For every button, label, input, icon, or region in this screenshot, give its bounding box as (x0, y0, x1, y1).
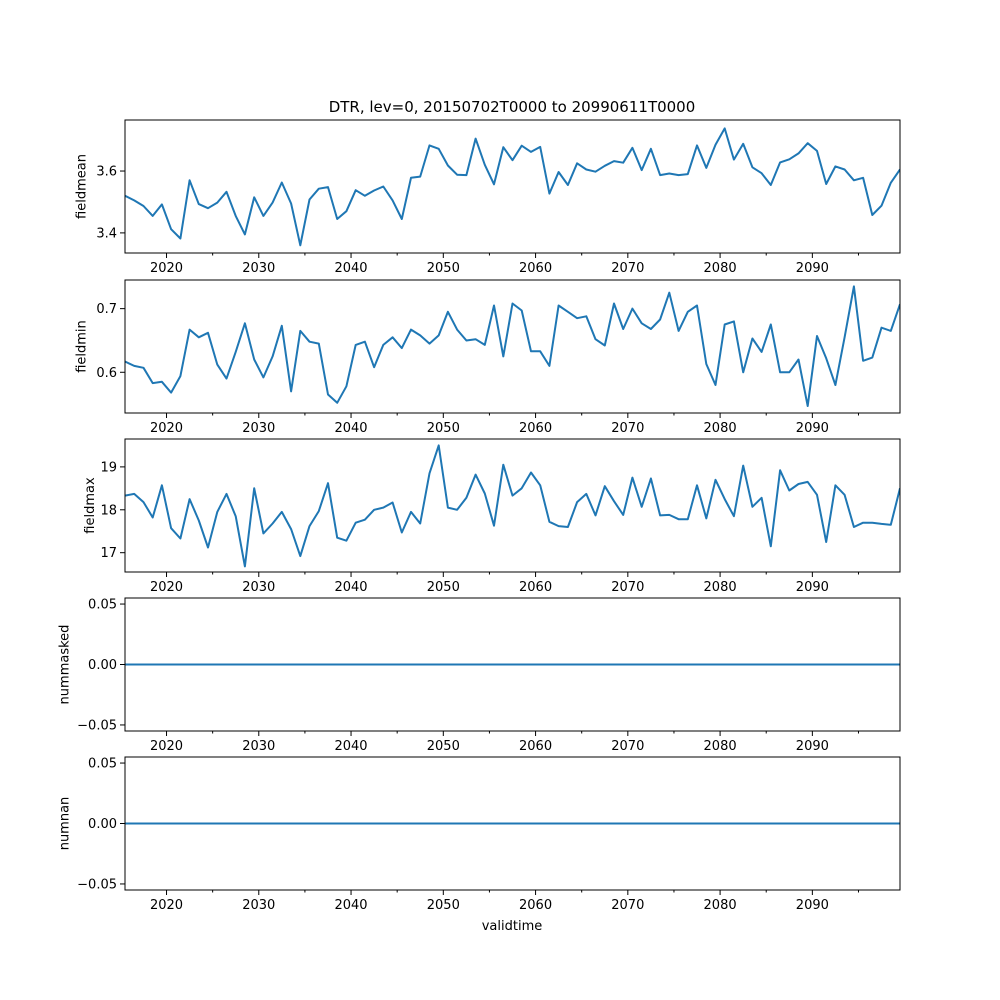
x-axis-label: validtime (482, 919, 543, 934)
x-tick-label: 2080 (704, 261, 737, 276)
x-tick-label: 2040 (334, 898, 367, 913)
x-tick-label: 2080 (704, 898, 737, 913)
x-tick-label: 2030 (242, 739, 275, 754)
x-tick-label: 2070 (611, 898, 644, 913)
x-tick-label: 2090 (796, 261, 829, 276)
x-tick-label: 2070 (611, 261, 644, 276)
x-tick-label: 2070 (611, 739, 644, 754)
y-axis-label: fieldmin (75, 320, 90, 373)
x-tick-label: 2050 (427, 739, 460, 754)
x-tick-label: 2090 (796, 580, 829, 595)
y-axis-label: numnan (58, 797, 73, 851)
x-tick-label: 2060 (519, 261, 552, 276)
x-tick-label: 2050 (427, 898, 460, 913)
x-tick-label: 2060 (519, 898, 552, 913)
x-tick-label: 2080 (704, 421, 737, 436)
y-tick-label: 0.00 (88, 817, 117, 832)
y-axis-label: fieldmean (75, 154, 90, 219)
series-line-fieldmean (125, 127, 900, 247)
x-tick-label: 2050 (427, 580, 460, 595)
y-tick-label: 3.6 (96, 165, 117, 180)
y-tick-label: −0.05 (77, 718, 117, 733)
y-tick-label: 17 (100, 546, 117, 561)
x-tick-label: 2020 (150, 580, 183, 595)
y-tick-label: −0.05 (77, 877, 117, 892)
x-tick-label: 2030 (242, 580, 275, 595)
figure-title: DTR, lev=0, 20150702T0000 to 20990611T00… (329, 98, 696, 116)
x-tick-label: 2040 (334, 261, 367, 276)
y-tick-label: 0.6 (96, 366, 117, 381)
x-tick-label: 2020 (150, 739, 183, 754)
y-tick-label: 3.4 (96, 226, 117, 241)
x-tick-label: 2040 (334, 580, 367, 595)
x-tick-label: 2070 (611, 421, 644, 436)
y-axis-label: fieldmax (83, 477, 98, 534)
y-tick-label: 0.05 (88, 757, 117, 772)
x-tick-label: 2080 (704, 739, 737, 754)
x-tick-label: 2020 (150, 261, 183, 276)
subplots: 2020 2030 2040 2050 2060 2070 2080 2090 3.4 3.6 fi… (58, 119, 901, 913)
y-tick-label: 0.7 (96, 302, 117, 317)
y-axis-label: nummasked (58, 625, 73, 705)
series-line-fieldmin (125, 285, 900, 407)
x-tick-label: 2040 (334, 421, 367, 436)
x-tick-label: 2060 (519, 580, 552, 595)
x-tick-label: 2060 (519, 421, 552, 436)
x-tick-label: 2040 (334, 739, 367, 754)
series-line-fieldmax (125, 444, 900, 568)
subplot-fieldmin: 2020 2030 2040 2050 2060 2070 2080 2090 0.6 0.7 fi… (75, 279, 901, 436)
y-tick-label: 0.05 (88, 598, 117, 613)
x-tick-label: 2090 (796, 421, 829, 436)
y-tick-label: 19 (100, 460, 117, 475)
x-tick-label: 2060 (519, 739, 552, 754)
subplot-numnan: 2020 2030 2040 2050 2060 2070 2080 2090 −0.05 0.0… (58, 756, 901, 913)
x-tick-label: 2020 (150, 421, 183, 436)
y-tick-label: 0.00 (88, 658, 117, 673)
x-tick-label: 2090 (796, 739, 829, 754)
x-tick-label: 2050 (427, 261, 460, 276)
axes-frame-fieldmin (124, 279, 901, 414)
subplot-fieldmean: 2020 2030 2040 2050 2060 2070 2080 2090 3.4 3.6 fi… (75, 119, 901, 276)
subplot-nummasked: 2020 2030 2040 2050 2060 2070 2080 2090 −0.05 0.0… (58, 597, 901, 754)
x-tick-label: 2070 (611, 580, 644, 595)
x-tick-label: 2030 (242, 421, 275, 436)
x-tick-label: 2030 (242, 898, 275, 913)
x-tick-label: 2080 (704, 580, 737, 595)
axes-frame-fieldmax (124, 438, 901, 573)
y-tick-label: 18 (100, 503, 117, 518)
x-tick-label: 2050 (427, 421, 460, 436)
x-tick-label: 2090 (796, 898, 829, 913)
x-tick-label: 2030 (242, 261, 275, 276)
x-tick-label: 2020 (150, 898, 183, 913)
axes-frame-fieldmean (124, 119, 901, 254)
subplot-fieldmax: 2020 2030 2040 2050 2060 2070 2080 2090 17 18 19fi… (83, 438, 901, 595)
